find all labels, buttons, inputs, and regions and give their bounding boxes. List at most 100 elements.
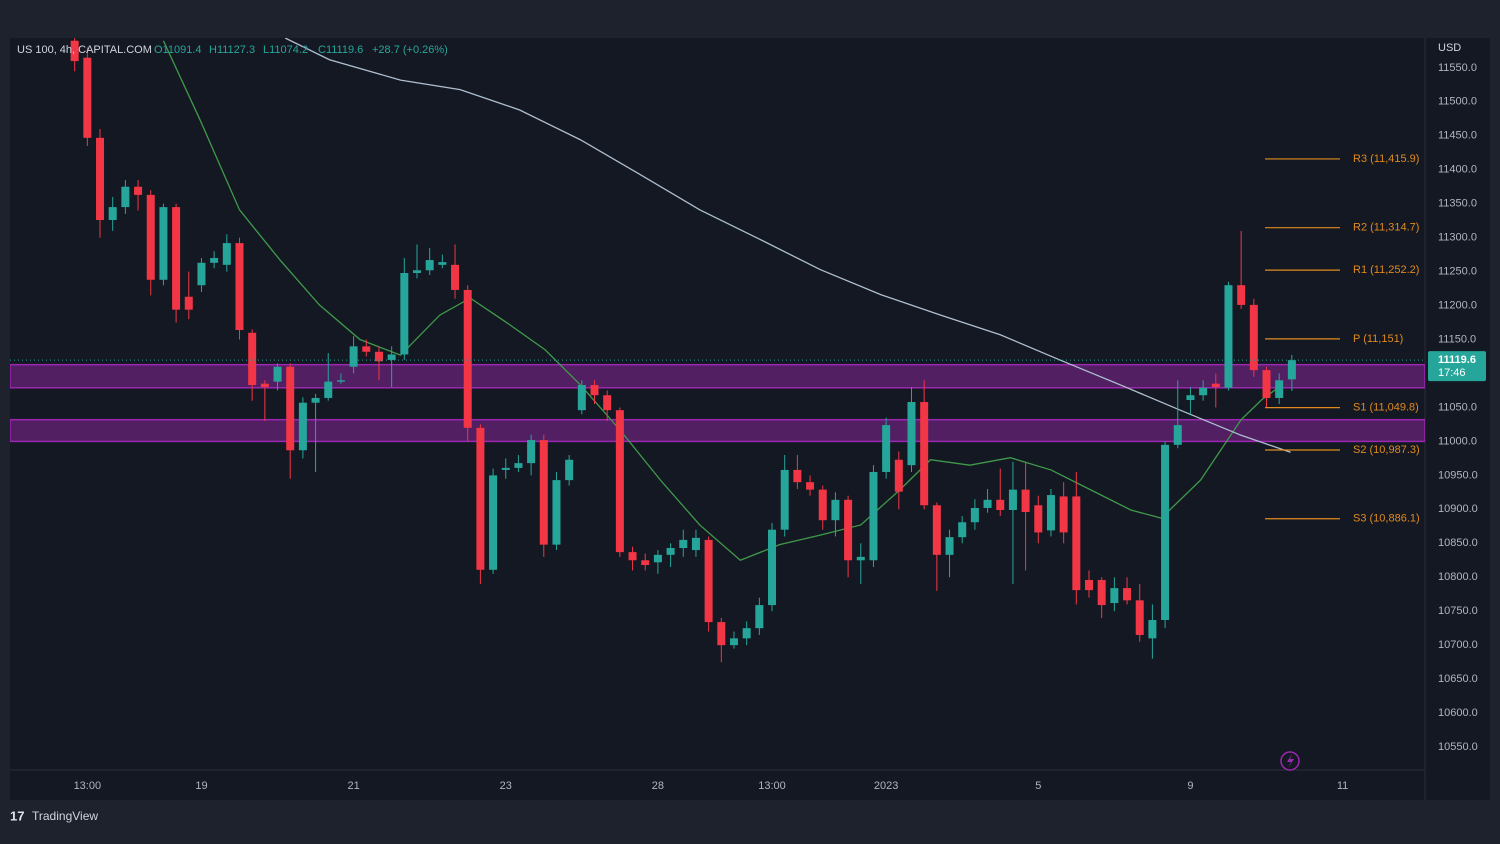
y-tick-label: 11050.0 <box>1438 401 1477 413</box>
candle-body <box>1199 387 1208 396</box>
candle-body <box>108 207 117 221</box>
candle-body <box>146 194 155 280</box>
y-tick-label: 10650.0 <box>1438 673 1478 685</box>
y-tick-label: 11150.0 <box>1438 333 1476 345</box>
candle-body <box>349 346 358 367</box>
candle-body <box>1211 383 1220 388</box>
candle-body <box>907 402 916 466</box>
candle-body <box>298 402 307 451</box>
pivot-label: P (11,151) <box>1353 333 1403 345</box>
pivot-label: S3 (10,886.1) <box>1353 513 1420 525</box>
candle-body <box>755 605 764 629</box>
candle-body <box>1262 370 1271 398</box>
x-tick-label: 2023 <box>874 780 898 792</box>
brand: TradingView <box>32 809 98 823</box>
candle-body <box>1085 579 1094 591</box>
candle-body <box>1173 425 1182 445</box>
ohlc-high: H11127.3 <box>209 44 255 56</box>
candle-body <box>425 260 434 271</box>
candle-body <box>1148 620 1157 639</box>
pivot-label: S1 (11,049.8) <box>1353 401 1419 413</box>
candle-body <box>894 459 903 492</box>
candle-body <box>96 137 105 221</box>
candle-body <box>210 258 219 263</box>
candle-body <box>387 354 396 360</box>
candle-body <box>818 489 827 521</box>
candle-body <box>1237 285 1246 305</box>
x-tick-label: 11 <box>1337 780 1348 792</box>
y-tick-label: 11400.0 <box>1438 164 1477 176</box>
ohlc-open: O11091.4 <box>154 44 202 56</box>
currency: USD <box>1438 42 1461 54</box>
alert-icon[interactable] <box>1280 751 1300 771</box>
candle-body <box>83 57 92 138</box>
candle-body <box>869 471 878 561</box>
candle-body <box>704 539 713 623</box>
x-tick-label: 5 <box>1035 780 1041 792</box>
candle-body <box>793 469 802 483</box>
candle-body <box>159 207 168 280</box>
candle-body <box>996 499 1005 511</box>
candle-body <box>1097 579 1106 606</box>
candle-body <box>1287 360 1296 380</box>
pivot-label: R2 (11,314.7) <box>1353 222 1419 234</box>
candle-body <box>413 270 422 273</box>
candle-body <box>489 475 498 570</box>
x-tick-label: 13:00 <box>74 780 102 792</box>
candle-body <box>742 628 751 639</box>
x-tick-label: 28 <box>652 780 664 792</box>
candle-body <box>235 243 244 331</box>
candle-body <box>856 556 865 561</box>
candle-body <box>324 381 333 398</box>
y-tick-label: 11450.0 <box>1438 130 1477 142</box>
candle-body <box>311 397 320 403</box>
candle-body <box>451 264 460 290</box>
candle-body <box>691 537 700 551</box>
x-tick-label: 19 <box>195 780 207 792</box>
candle-body <box>831 499 840 521</box>
candle-body <box>603 395 612 411</box>
candle-body <box>539 440 548 545</box>
zone <box>10 418 1425 443</box>
candle-body <box>197 262 206 286</box>
candle-body <box>1059 496 1068 533</box>
alert-bolt <box>1287 754 1294 768</box>
candle-body <box>438 262 447 265</box>
candle-body <box>641 560 650 566</box>
candle-body <box>286 366 295 451</box>
y-tick-label: 10950.0 <box>1438 469 1478 481</box>
pivot-label: S2 (10,987.3) <box>1353 444 1420 456</box>
y-tick-label: 10900.0 <box>1438 503 1478 515</box>
candle-body <box>552 480 561 545</box>
y-tick-label: 10600.0 <box>1438 707 1478 719</box>
candle-body <box>577 385 586 411</box>
candle-body <box>70 40 79 62</box>
candle-body <box>729 638 738 646</box>
last-price-label: 11119.6 <box>1438 354 1476 366</box>
y-tick-label: 11350.0 <box>1438 198 1477 210</box>
candle-body <box>983 499 992 508</box>
candle-body <box>1224 285 1233 388</box>
candle-body <box>514 463 523 468</box>
candle-body <box>932 505 941 555</box>
candle-body <box>527 440 536 464</box>
candle-body <box>1046 495 1055 531</box>
candle-body <box>172 207 181 310</box>
candle-body <box>628 552 637 561</box>
candle-body <box>882 425 891 472</box>
candle-body <box>476 427 485 570</box>
candle-body <box>717 622 726 646</box>
candle-body <box>844 499 853 561</box>
candle-body <box>920 402 929 506</box>
y-tick-label: 11000.0 <box>1438 435 1477 447</box>
y-tick-label: 11500.0 <box>1438 96 1477 108</box>
x-tick-label: 21 <box>347 780 359 792</box>
y-tick-label: 11300.0 <box>1438 232 1477 244</box>
candle-body <box>1186 395 1195 400</box>
candle-body <box>336 380 345 382</box>
candle-body <box>121 186 130 208</box>
candle-body <box>1008 489 1017 511</box>
candle-body <box>222 243 231 265</box>
y-tick-label: 10800.0 <box>1438 571 1478 583</box>
